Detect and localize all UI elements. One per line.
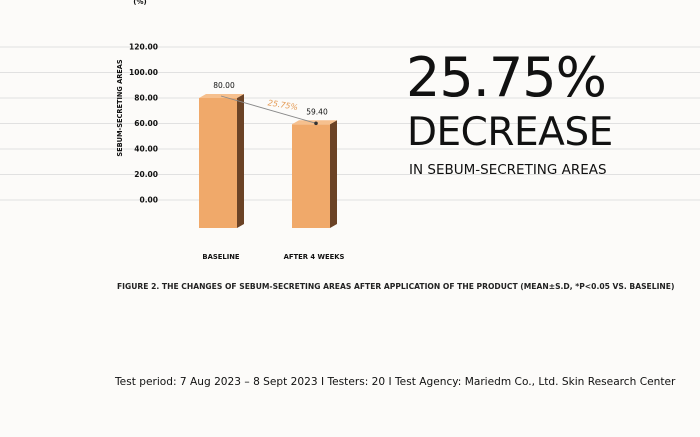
y-tick-label: 60.00: [134, 119, 158, 128]
y-axis-ticks: 0.00 20.00 40.00 60.00 80.00 100.00 120.00: [129, 43, 158, 205]
y-tick-label: 40.00: [134, 145, 158, 154]
change-line-end-dot: [314, 121, 318, 126]
decrease-subtitle: IN SEBUM-SECRETING AREAS: [409, 162, 607, 178]
x-tick-label: BASELINE: [202, 253, 240, 261]
y-axis-unit: (%): [133, 0, 146, 6]
figure-caption: FIGURE 2. THE CHANGES OF SEBUM-SECRETING…: [117, 282, 675, 291]
bar: [199, 94, 244, 228]
bar-side-face: [237, 94, 244, 228]
x-axis-labels: BASELINE AFTER 4 WEEKS: [202, 253, 344, 261]
bar-side-face: [330, 120, 337, 228]
bars: 80.00 59.40: [199, 81, 337, 228]
change-line: [220, 95, 317, 124]
bar: [292, 120, 337, 228]
bar-front-face: [199, 98, 237, 228]
y-axis-label: SEBUM-SECRETING AREAS: [116, 59, 124, 157]
bar-chart: 0.00 20.00 40.00 60.00 80.00 100.00 120.00 (%)…: [0, 0, 700, 261]
y-tick-label: 80.00: [134, 94, 158, 103]
test-info-footer: Test period: 7 Aug 2023 – 8 Sept 2023 I …: [115, 376, 676, 388]
bar-value-label: 59.40: [306, 107, 328, 116]
change-percentage-label: 25.75%: [267, 98, 299, 112]
gridlines: [0, 46, 700, 201]
bar-value-label: 80.00: [213, 81, 235, 90]
y-tick-label: 20.00: [134, 170, 158, 179]
y-tick-label: 120.00: [129, 43, 158, 52]
y-tick-label: 100.00: [129, 68, 158, 77]
bar-front-face: [292, 124, 330, 228]
x-tick-label: AFTER 4 WEEKS: [284, 253, 345, 261]
decrease-word: DECREASE: [407, 110, 613, 155]
y-tick-label: 0.00: [139, 196, 158, 205]
bar-top-face: [292, 120, 337, 125]
decrease-percentage: 25.75%: [406, 46, 607, 109]
